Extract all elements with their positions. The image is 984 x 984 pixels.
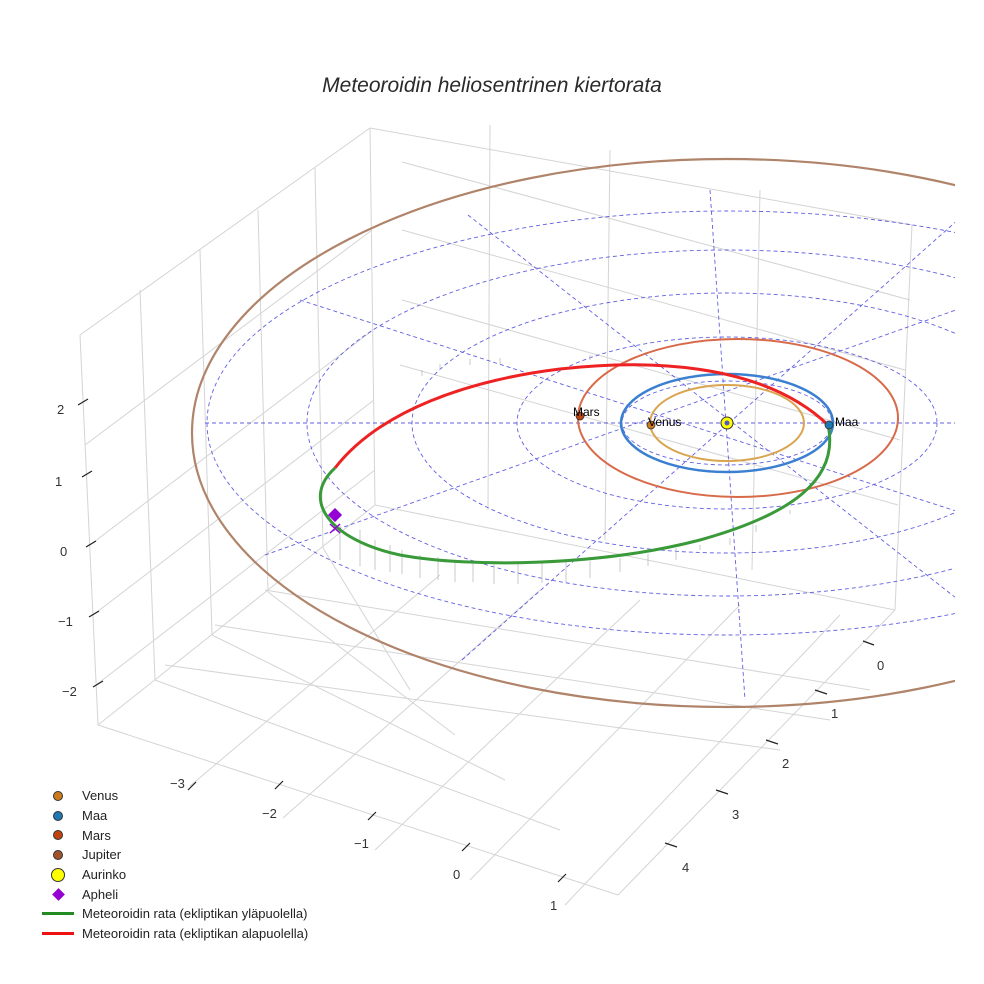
jupiter-orbit	[191, 157, 955, 709]
legend-item-maa[interactable]: Maa	[38, 806, 308, 826]
legend-label: Apheli	[82, 886, 119, 902]
x-axis-labels: −3 −2 −1 0 1	[170, 776, 557, 913]
y-tick-label: 4	[682, 860, 689, 875]
aphelion-marker[interactable]	[327, 507, 343, 534]
z-tick-label: −2	[62, 684, 77, 699]
mars-label: Mars	[573, 405, 600, 419]
legend: Venus Maa Mars Jupiter Aurinko Apheli Me…	[38, 786, 308, 944]
line-marker-icon	[42, 912, 74, 916]
sun-marker[interactable]	[720, 416, 734, 430]
axes-box	[79, 124, 913, 906]
legend-label: Meteoroidin rata (ekliptikan alapuolella…	[82, 926, 309, 942]
venus-label: Venus	[648, 415, 681, 429]
sun-marker-icon	[51, 867, 65, 882]
legend-item-jupiter[interactable]: Jupiter	[38, 845, 308, 865]
legend-label: Aurinko	[82, 867, 127, 883]
y-tick-label: 0	[877, 658, 884, 673]
legend-item-venus[interactable]: Venus	[38, 786, 308, 806]
chart-title: Meteoroidin heliosentrinen kiertorata	[322, 74, 662, 97]
x-tick-label: −3	[170, 776, 185, 791]
legend-item-orbit-below[interactable]: Meteoroidin rata (ekliptikan alapuolella…	[38, 924, 308, 944]
legend-label: Jupiter	[82, 847, 122, 863]
circle-marker-icon	[53, 790, 63, 801]
maa-label: Maa	[835, 415, 859, 429]
z-tick-label: 2	[57, 402, 64, 417]
maa-marker[interactable]	[824, 420, 834, 430]
x-tick-label: −2	[262, 806, 277, 821]
diamond-marker-icon	[51, 887, 65, 901]
x-tick-label: 0	[453, 867, 460, 882]
legend-label: Venus	[82, 788, 119, 804]
z-axis-labels: 2 1 0 −1 −2	[55, 402, 77, 699]
z-tick-label: −1	[58, 614, 73, 629]
ecliptic-polar-grid	[205, 189, 955, 701]
z-axis	[77, 398, 104, 688]
legend-label: Maa	[82, 808, 108, 824]
y-axis	[664, 640, 875, 848]
meteoroid-orbit-below	[333, 363, 830, 469]
circle-marker-icon	[53, 810, 63, 821]
y-tick-label: 2	[782, 756, 789, 771]
x-tick-label: −1	[354, 836, 369, 851]
legend-item-mars[interactable]: Mars	[38, 825, 308, 845]
x-axis	[187, 780, 567, 883]
y-tick-label: 1	[831, 706, 838, 721]
z-tick-label: 0	[60, 544, 67, 559]
y-axis-labels: 0 1 2 3 4	[682, 658, 884, 875]
y-tick-label: 3	[732, 807, 739, 822]
drop-lines	[339, 355, 791, 584]
meteoroid-orbit-above	[318, 424, 832, 565]
mars-marker[interactable]	[575, 411, 585, 421]
line-marker-icon	[42, 932, 74, 936]
legend-label: Mars	[82, 827, 111, 843]
x-tick-label: 1	[550, 898, 557, 913]
legend-label: Meteoroidin rata (ekliptikan yläpuolella…	[82, 906, 308, 922]
circle-marker-icon	[53, 830, 63, 841]
legend-item-orbit-above[interactable]: Meteoroidin rata (ekliptikan yläpuolella…	[38, 904, 308, 924]
venus-marker[interactable]	[646, 420, 656, 430]
circle-marker-icon	[53, 849, 63, 860]
legend-item-aurinko[interactable]: Aurinko	[38, 865, 308, 885]
legend-item-apheli[interactable]: Apheli	[38, 884, 308, 904]
z-tick-label: 1	[55, 474, 62, 489]
